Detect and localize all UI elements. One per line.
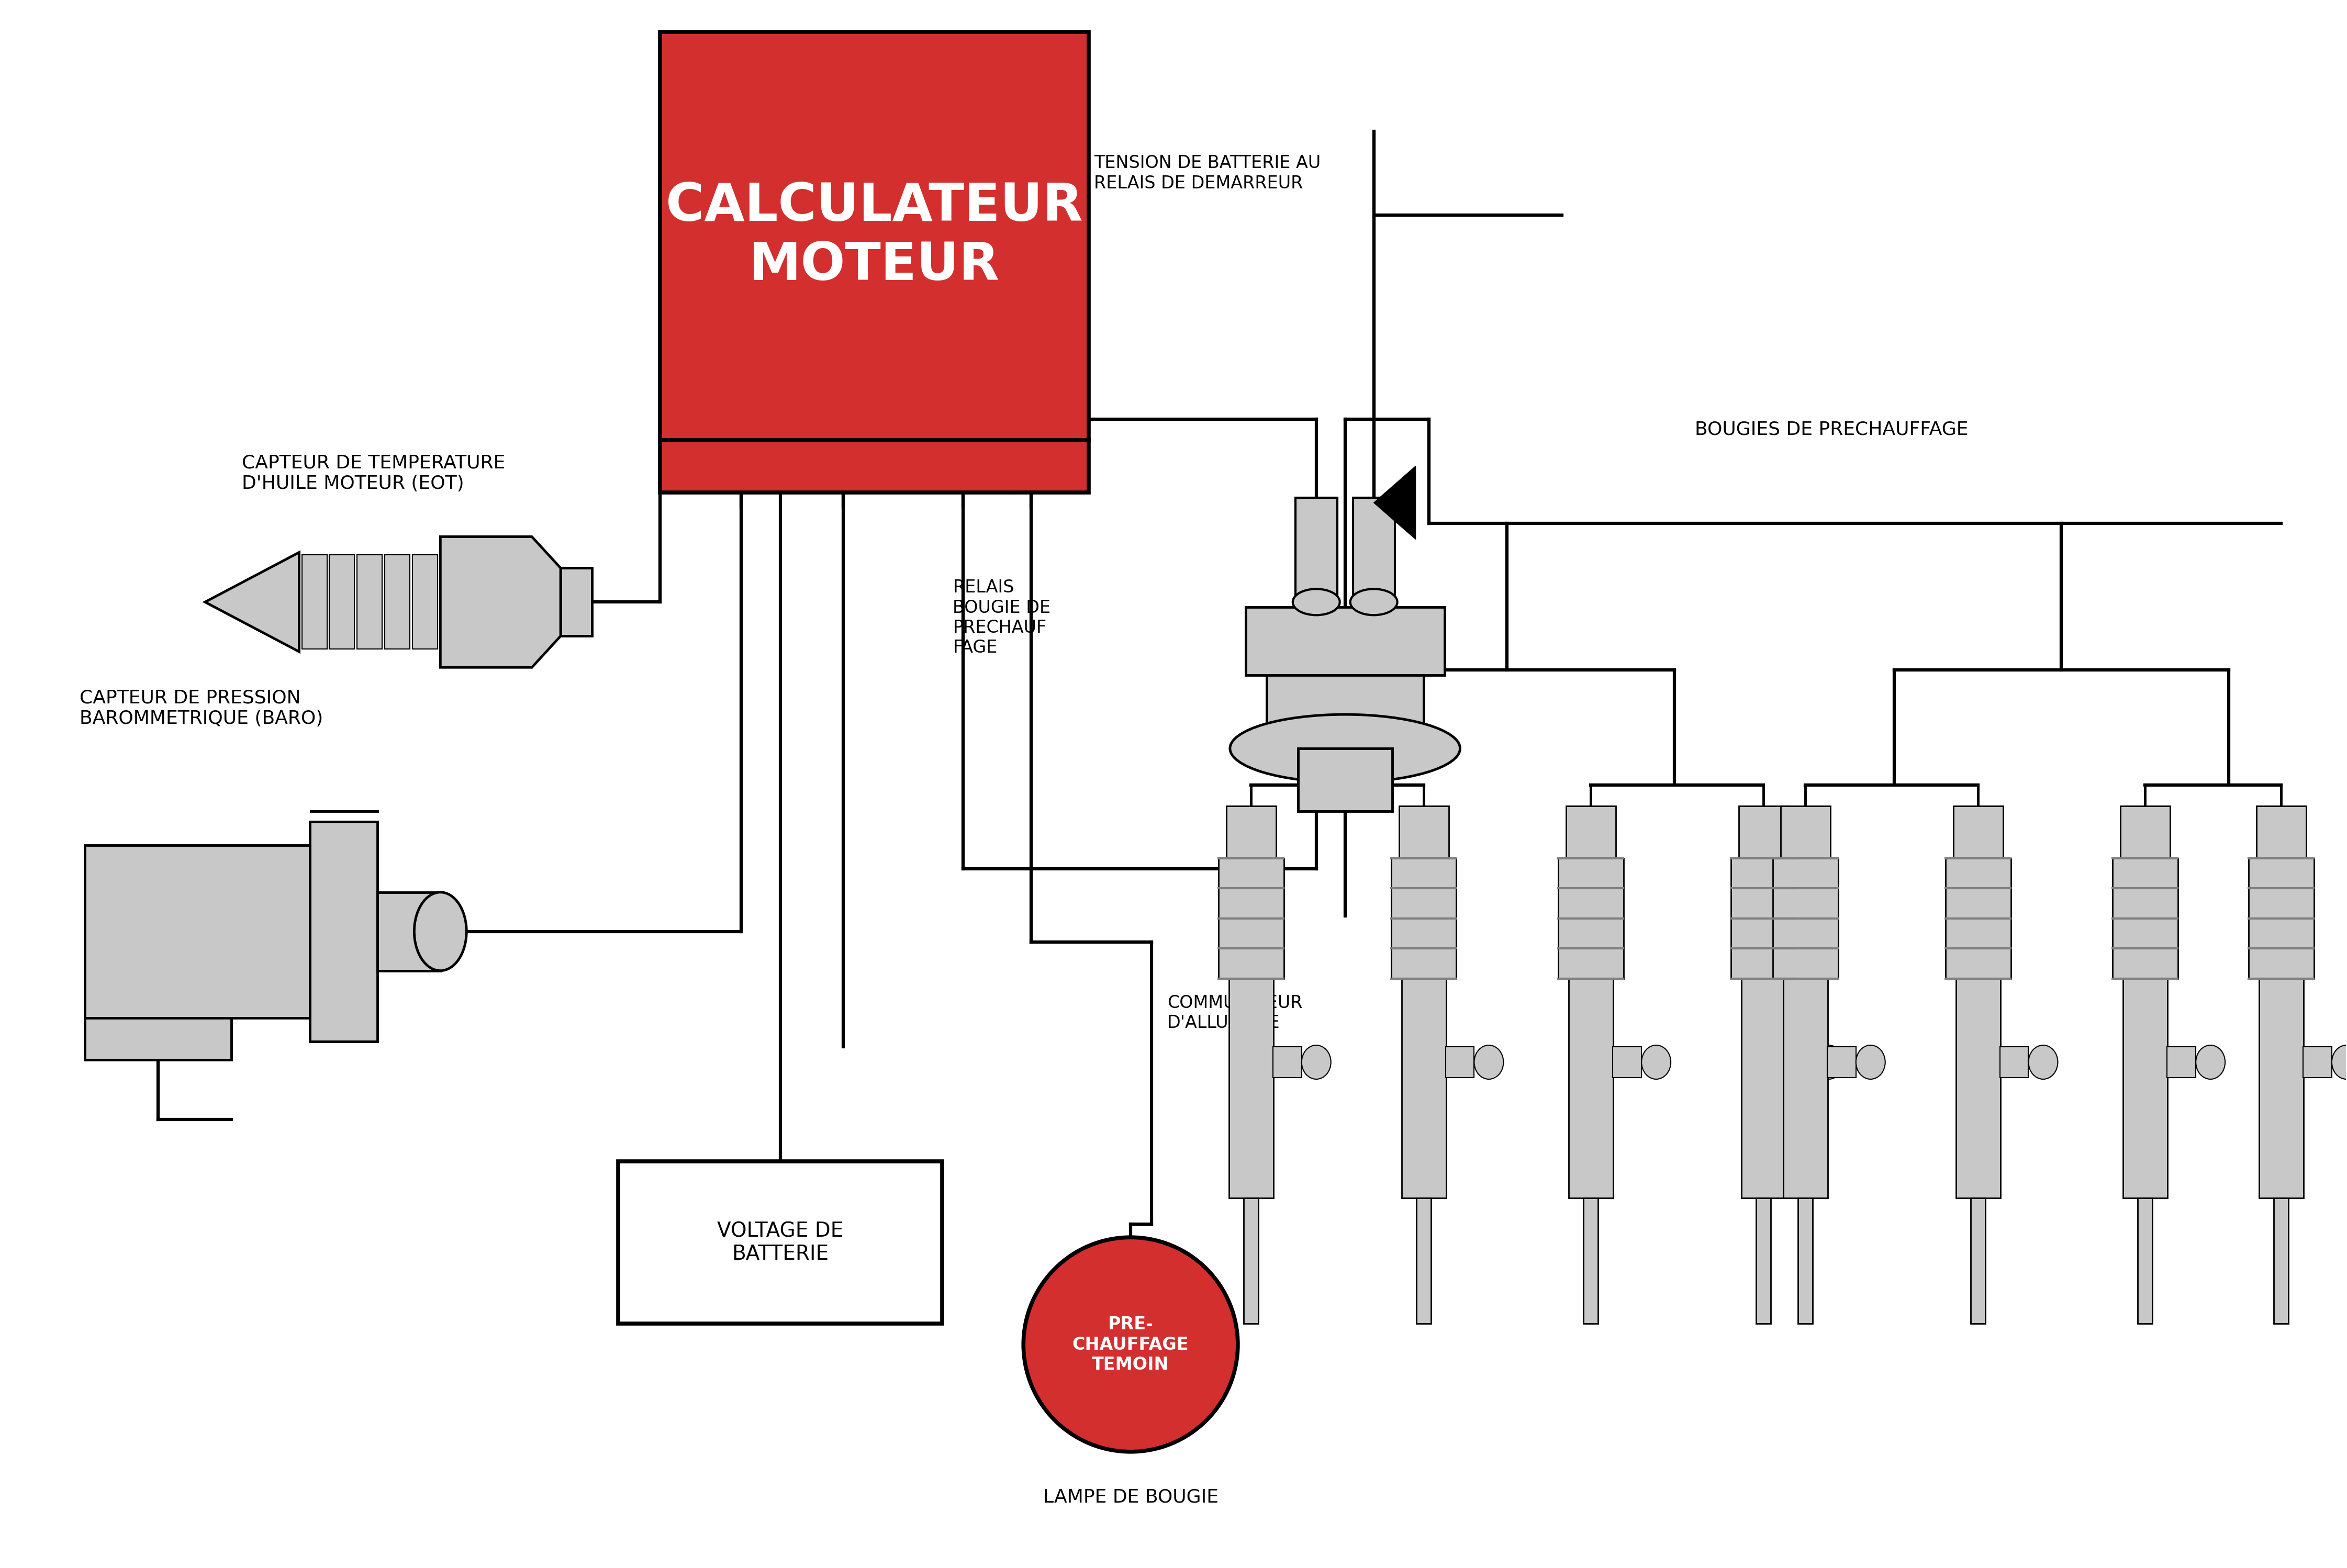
Polygon shape: [441, 536, 561, 668]
Bar: [2166, 1046, 2197, 1077]
Bar: [1415, 1198, 1432, 1323]
Text: TENSION DE BATTERIE AU
RELAIS DE DEMARREUR: TENSION DE BATTERIE AU RELAIS DE DEMARRE…: [1094, 155, 1321, 191]
Text: COMMUTATEUR
D'ALLUMAGE: COMMUTATEUR D'ALLUMAGE: [1166, 994, 1303, 1032]
Ellipse shape: [1641, 1046, 1671, 1079]
Bar: [1446, 1046, 1474, 1077]
Bar: [2255, 806, 2307, 858]
Bar: [2248, 858, 2314, 978]
Text: PRE-
CHAUFFAGE
TEMOIN: PRE- CHAUFFAGE TEMOIN: [1073, 1316, 1190, 1374]
Bar: [1828, 1046, 1856, 1077]
Bar: [1392, 858, 1457, 978]
Bar: [1267, 676, 1425, 739]
Text: VOLTAGE DE
BATTERIE: VOLTAGE DE BATTERIE: [718, 1221, 843, 1264]
Bar: [1781, 806, 1831, 858]
Bar: [357, 555, 383, 649]
Bar: [1612, 1046, 1641, 1077]
Polygon shape: [204, 552, 298, 652]
Bar: [303, 555, 326, 649]
Bar: [310, 822, 378, 1041]
Ellipse shape: [1350, 590, 1396, 615]
Bar: [1298, 748, 1392, 811]
Bar: [1230, 978, 1274, 1198]
Text: CAPTEUR DE TEMPERATURE
D'HUILE MOTEUR (EOT): CAPTEUR DE TEMPERATURE D'HUILE MOTEUR (E…: [242, 453, 505, 492]
Polygon shape: [1373, 466, 1415, 539]
Bar: [2138, 1198, 2152, 1323]
Bar: [329, 555, 354, 649]
Bar: [2122, 806, 2171, 858]
Bar: [1741, 978, 1786, 1198]
Bar: [1971, 1198, 1986, 1323]
Ellipse shape: [1474, 1046, 1504, 1079]
Bar: [1227, 806, 1277, 858]
Bar: [2274, 1198, 2288, 1323]
Bar: [1946, 858, 2011, 978]
Bar: [2124, 978, 2169, 1198]
Bar: [2302, 1046, 2333, 1077]
Ellipse shape: [1230, 715, 1460, 782]
Bar: [1218, 858, 1284, 978]
Bar: [385, 555, 411, 649]
Bar: [1558, 858, 1624, 978]
Bar: [84, 1018, 230, 1060]
Bar: [1786, 1046, 1814, 1077]
Ellipse shape: [2333, 1046, 2347, 1079]
Bar: [1955, 978, 2000, 1198]
Bar: [1272, 1046, 1303, 1077]
Bar: [2260, 978, 2302, 1198]
Bar: [660, 441, 1089, 492]
Bar: [2112, 858, 2178, 978]
Bar: [413, 555, 439, 649]
Bar: [1798, 1198, 1812, 1323]
Bar: [1399, 806, 1448, 858]
Bar: [1401, 978, 1446, 1198]
Bar: [84, 845, 310, 1018]
Text: RELAIS
BOUGIE DE
PRECHAUF
FAGE: RELAIS BOUGIE DE PRECHAUF FAGE: [953, 579, 1051, 657]
Ellipse shape: [2028, 1046, 2058, 1079]
Ellipse shape: [1293, 590, 1340, 615]
Text: CAPTEUR DE PRESSION
BAROMMETRIQUE (BARO): CAPTEUR DE PRESSION BAROMMETRIQUE (BARO): [80, 688, 324, 728]
Bar: [1953, 806, 2002, 858]
Text: CALCULATEUR
MOTEUR: CALCULATEUR MOTEUR: [667, 182, 1082, 290]
Ellipse shape: [1303, 1046, 1331, 1079]
Ellipse shape: [1814, 1046, 1842, 1079]
Ellipse shape: [413, 892, 467, 971]
Bar: [660, 31, 1089, 441]
Bar: [1352, 497, 1394, 602]
Bar: [1584, 1198, 1598, 1323]
Bar: [2000, 1046, 2028, 1077]
Bar: [1244, 1198, 1258, 1323]
Bar: [1565, 806, 1615, 858]
Bar: [1756, 1198, 1770, 1323]
Bar: [561, 568, 591, 637]
Bar: [1568, 978, 1612, 1198]
Text: BOUGIES DE PRECHAUFFAGE: BOUGIES DE PRECHAUFFAGE: [1695, 420, 1969, 439]
Bar: [1296, 497, 1338, 602]
Ellipse shape: [2197, 1046, 2225, 1079]
Bar: [1739, 806, 1788, 858]
Circle shape: [1023, 1237, 1237, 1452]
Bar: [1732, 858, 1795, 978]
Bar: [617, 1162, 943, 1323]
Bar: [1772, 858, 1838, 978]
Bar: [1784, 978, 1828, 1198]
Bar: [378, 892, 441, 971]
Text: LAMPE DE BOUGIE: LAMPE DE BOUGIE: [1042, 1488, 1218, 1507]
Bar: [1246, 607, 1443, 676]
Ellipse shape: [1856, 1046, 1885, 1079]
